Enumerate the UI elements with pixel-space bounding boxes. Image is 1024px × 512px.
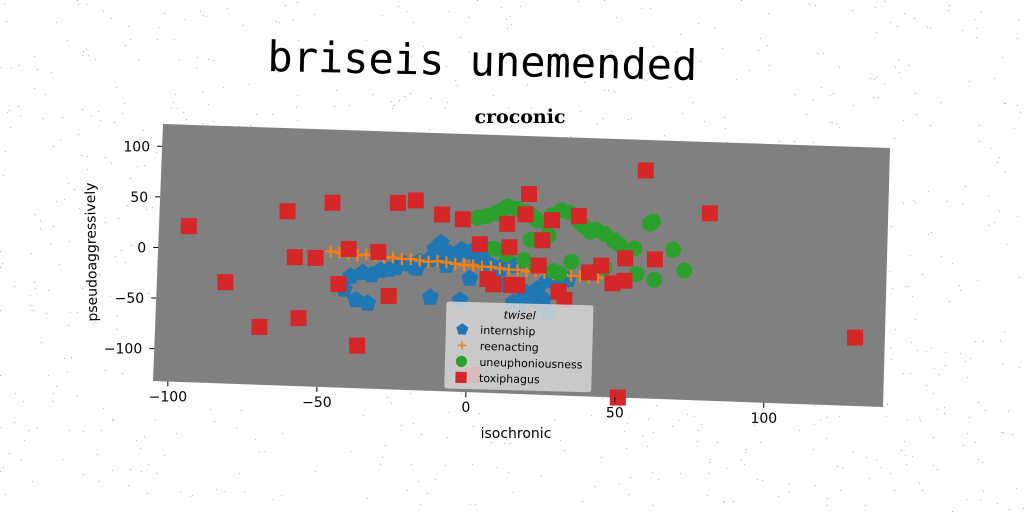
data-point-toxiphagus bbox=[290, 310, 307, 327]
x-axis-label: isochronic bbox=[481, 426, 552, 442]
data-point-reenacting bbox=[484, 260, 497, 273]
chart-axes: −100 −50 0 50 100 −100 −50 0 50 100 bbox=[104, 139, 777, 426]
data-point-toxiphagus bbox=[349, 337, 366, 354]
data-point-toxiphagus bbox=[609, 389, 626, 406]
legend-label: uneuphoniousness bbox=[479, 356, 583, 372]
data-point-internship bbox=[421, 288, 439, 305]
data-point-toxiphagus bbox=[637, 162, 654, 179]
data-point-reenacting bbox=[511, 263, 524, 276]
data-point-reenacting bbox=[360, 248, 373, 261]
data-point-uneuphoniousness bbox=[645, 213, 662, 230]
y-tick-label: −50 bbox=[115, 291, 145, 307]
chart-legend: twisel internship reenactinguneuphoniousne… bbox=[444, 301, 594, 393]
data-point-toxiphagus bbox=[580, 264, 597, 281]
data-point-internship bbox=[359, 294, 377, 311]
data-point-internship bbox=[534, 290, 552, 307]
data-point-toxiphagus bbox=[434, 206, 451, 223]
data-point-toxiphagus bbox=[485, 276, 502, 293]
data-point-reenacting bbox=[467, 259, 480, 272]
data-point-internship bbox=[432, 233, 450, 251]
data-point-toxiphagus bbox=[534, 232, 551, 249]
data-point-internship bbox=[461, 269, 479, 286]
data-point-toxiphagus bbox=[389, 194, 406, 211]
legend-label: toxiphagus bbox=[479, 372, 540, 387]
data-point-toxiphagus bbox=[217, 274, 234, 291]
data-point-toxiphagus bbox=[617, 250, 634, 267]
series-toxiphagus bbox=[180, 162, 864, 406]
y-tick-label: −100 bbox=[104, 342, 142, 358]
data-point-reenacting bbox=[493, 262, 506, 275]
legend-frame bbox=[444, 301, 594, 393]
data-point-reenacting bbox=[404, 253, 417, 266]
data-point-reenacting bbox=[413, 254, 426, 267]
data-point-toxiphagus bbox=[530, 257, 547, 274]
data-point-reenacting bbox=[449, 257, 462, 270]
x-tick-label: −100 bbox=[149, 390, 187, 406]
legend-box: twisel internship reenactinguneuphoniousne… bbox=[444, 301, 594, 393]
data-point-uneuphoniousness bbox=[646, 271, 663, 288]
data-point-uneuphoniousness bbox=[563, 253, 580, 270]
x-tick-label: 50 bbox=[606, 405, 624, 421]
data-point-toxiphagus bbox=[286, 249, 303, 266]
data-point-toxiphagus bbox=[407, 192, 424, 209]
data-point-toxiphagus bbox=[380, 287, 397, 304]
data-point-uneuphoniousness bbox=[628, 266, 645, 283]
x-tick-label: 0 bbox=[461, 400, 470, 416]
data-point-toxiphagus bbox=[279, 203, 296, 220]
y-tick-label: 100 bbox=[123, 139, 150, 155]
data-point-uneuphoniousness bbox=[676, 262, 693, 279]
data-point-uneuphoniousness bbox=[665, 241, 682, 258]
legend-title: twisel bbox=[504, 308, 536, 322]
legend-marker-toxiphagus bbox=[455, 371, 467, 384]
data-point-toxiphagus bbox=[521, 186, 538, 203]
chart-title: croconic bbox=[474, 106, 565, 128]
x-tick-label: −50 bbox=[302, 395, 332, 411]
data-point-toxiphagus bbox=[646, 251, 663, 268]
data-point-toxiphagus bbox=[180, 218, 197, 235]
data-point-toxiphagus bbox=[701, 205, 718, 222]
data-point-toxiphagus bbox=[543, 212, 560, 229]
legend-label: reenacting bbox=[480, 340, 539, 355]
data-point-reenacting bbox=[324, 245, 337, 258]
data-point-toxiphagus bbox=[503, 276, 520, 293]
y-tick-label: 50 bbox=[130, 190, 148, 206]
data-point-toxiphagus bbox=[499, 215, 516, 232]
y-axis-label: pseudoaggressively bbox=[83, 182, 101, 321]
data-point-toxiphagus bbox=[616, 272, 633, 289]
data-point-toxiphagus bbox=[307, 249, 324, 266]
chart-marks bbox=[180, 162, 864, 406]
data-point-uneuphoniousness bbox=[486, 240, 503, 257]
y-tick-label: 0 bbox=[137, 240, 146, 256]
data-point-toxiphagus bbox=[454, 211, 471, 228]
data-point-toxiphagus bbox=[251, 318, 268, 335]
data-point-toxiphagus bbox=[517, 206, 534, 223]
data-point-uneuphoniousness bbox=[515, 251, 532, 268]
legend-marker-internship bbox=[456, 323, 469, 335]
data-point-reenacting bbox=[431, 255, 444, 268]
data-point-uneuphoniousness bbox=[551, 265, 568, 282]
data-point-toxiphagus bbox=[556, 292, 573, 309]
legend-marker-uneuphoniousness bbox=[455, 355, 468, 367]
data-point-toxiphagus bbox=[847, 329, 864, 346]
data-point-reenacting bbox=[440, 256, 453, 269]
legend-marker-reenacting bbox=[457, 341, 467, 350]
data-point-toxiphagus bbox=[570, 208, 587, 225]
data-point-toxiphagus bbox=[330, 276, 347, 293]
legend-label: internship bbox=[480, 324, 535, 338]
data-point-toxiphagus bbox=[501, 239, 518, 256]
x-tick-label: 100 bbox=[750, 411, 777, 427]
data-point-reenacting bbox=[387, 251, 400, 264]
data-point-toxiphagus bbox=[340, 240, 357, 257]
chart-root: −100 −50 0 50 100 −100 −50 0 50 100 twisel interns… bbox=[83, 106, 890, 442]
data-point-toxiphagus bbox=[471, 236, 488, 253]
data-point-toxiphagus bbox=[593, 257, 610, 274]
data-point-toxiphagus bbox=[324, 194, 341, 211]
data-point-toxiphagus bbox=[370, 243, 387, 260]
